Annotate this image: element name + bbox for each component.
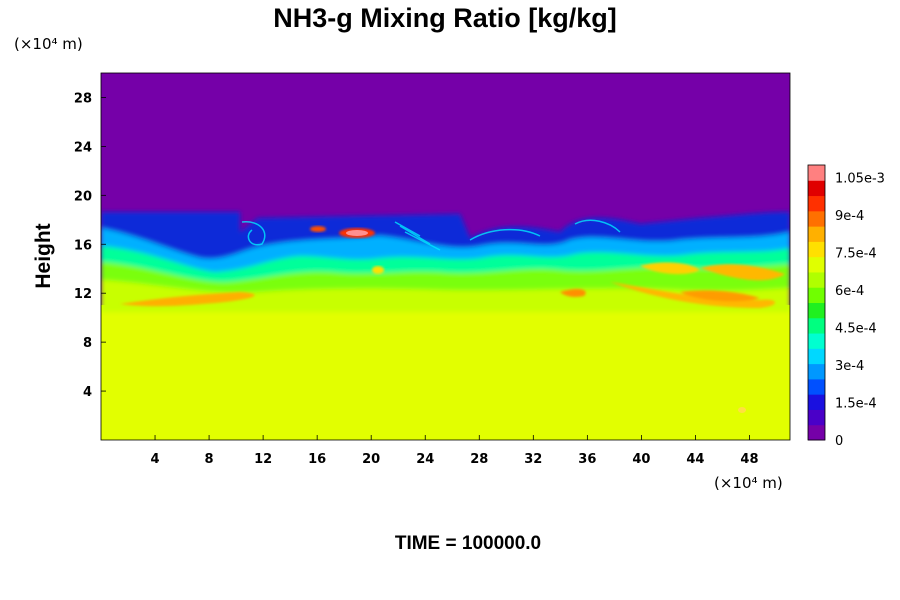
colorbar-ticks: 0 1.5e-4 3e-4 4.5e-4 6e-4 7.5e-4 9e-4 1.05e-3 (835, 172, 885, 450)
colorbar-tick-label-4: 6e-4 (835, 284, 864, 299)
x-axis-ticks: 4 8 12 16 20 24 28 32 36 40 44 48 (151, 435, 759, 467)
y-axis-ticks: 4 8 12 16 20 24 28 (74, 91, 106, 400)
y-axis-label: Height (32, 223, 55, 288)
colorbar (807, 164, 826, 441)
colorbar-tick-label-2: 3e-4 (835, 359, 864, 374)
colorbar-segment-11 (808, 256, 825, 273)
colorbar-segment-7 (808, 317, 825, 334)
y-tick-label-1: 8 (83, 336, 92, 351)
colorbar-frame (807, 164, 826, 441)
y-unit-label: (×10⁴ m) (14, 35, 83, 53)
plot-area (101, 73, 790, 440)
x-tick-label-3: 16 (308, 452, 326, 467)
x-unit-label: (×10⁴ m) (714, 474, 783, 492)
turbulent-band (101, 212, 790, 312)
colorbar-tick-label-7: 1.05e-3 (835, 172, 885, 187)
y-tick-label-4: 20 (74, 189, 92, 204)
x-tick-label-11: 48 (740, 452, 758, 467)
x-tick-label-6: 28 (470, 452, 488, 467)
colorbar-segment-3 (808, 378, 825, 395)
x-tick-label-4: 20 (362, 452, 380, 467)
plot-frame (100, 72, 791, 441)
colorbar-segment-17 (808, 165, 825, 181)
time-label: TIME = 100000.0 (395, 533, 541, 554)
colorbar-tick-label-1: 1.5e-4 (835, 397, 877, 412)
lower-layer-fill (101, 300, 790, 440)
y-tick-label-3: 16 (74, 238, 92, 253)
y-tick-label-6: 28 (74, 91, 92, 106)
colorbar-segment-16 (808, 180, 825, 197)
transition-streaks (120, 262, 785, 308)
colorbar-tick-label-3: 4.5e-4 (835, 322, 877, 337)
peak-region (310, 226, 746, 413)
x-tick-label-0: 4 (151, 452, 160, 467)
y-tick-label-2: 12 (74, 287, 92, 302)
colorbar-segment-2 (808, 394, 825, 410)
colorbar-segment-13 (808, 226, 825, 242)
colorbar-segment-4 (808, 363, 825, 380)
colorbar-segment-9 (808, 287, 825, 303)
chart-title: NH3-g Mixing Ratio [kg/kg] (273, 3, 617, 33)
x-tick-label-8: 36 (578, 452, 596, 467)
colorbar-segment-15 (808, 195, 825, 212)
y-tick-label-5: 24 (74, 140, 92, 155)
colorbar-segment-0 (808, 424, 825, 441)
colorbar-tick-label-6: 9e-4 (835, 209, 864, 224)
x-tick-label-10: 44 (686, 452, 704, 467)
colorbar-segment-5 (808, 348, 825, 365)
colorbar-tick-label-5: 7.5e-4 (835, 247, 877, 262)
x-tick-label-5: 24 (416, 452, 434, 467)
colorbar-segment-12 (808, 241, 825, 258)
x-tick-label-9: 40 (632, 452, 650, 467)
colorbar-segment-14 (808, 210, 825, 227)
colorbar-segment-1 (808, 409, 825, 426)
x-tick-label-7: 32 (524, 452, 542, 467)
colorbar-tick-label-0: 0 (835, 434, 843, 449)
colorbar-segment-6 (808, 333, 825, 349)
x-tick-label-1: 8 (205, 452, 214, 467)
colorbar-segment-10 (808, 271, 825, 288)
y-tick-label-0: 4 (83, 385, 92, 400)
x-tick-label-2: 12 (254, 452, 272, 467)
edge-detail (241, 219, 621, 251)
colorbar-segment-8 (808, 302, 825, 319)
